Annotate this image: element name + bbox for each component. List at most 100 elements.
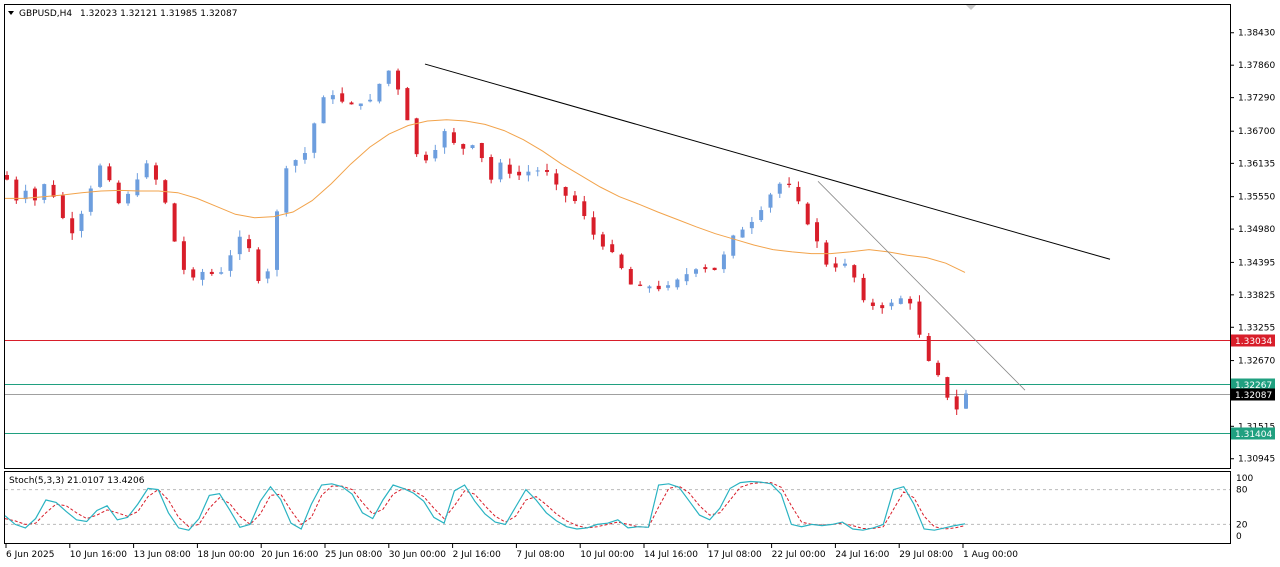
candle-body [898, 298, 903, 304]
candle-body [79, 213, 84, 231]
candle-body [396, 70, 401, 90]
candle-body [247, 239, 252, 249]
candle-body [14, 179, 19, 201]
candle-body [358, 103, 363, 107]
candle-body [265, 271, 270, 279]
candle-body [526, 171, 531, 176]
price-tick-label: 1.35550 [1238, 193, 1275, 203]
candle-body [647, 286, 652, 289]
candle-body [787, 183, 792, 185]
candle-body [330, 95, 335, 100]
time-tick-label: 1 Aug 00:00 [963, 550, 1018, 560]
price-tick-label: 1.33255 [1238, 323, 1275, 333]
stoch-panel-frame [4, 471, 1231, 544]
time-tick-label: 7 Jul 08:00 [516, 550, 565, 560]
level-price-tag [1231, 427, 1275, 440]
candle-body [60, 195, 65, 218]
candle-body [126, 193, 131, 204]
candle-body [181, 241, 186, 270]
candle-body [191, 269, 196, 278]
time-tick-label: 10 Jul 00:00 [580, 550, 634, 560]
candle-body [32, 188, 37, 201]
candle-body [908, 298, 913, 304]
stoch-tick-label: 100 [1236, 474, 1253, 484]
candle-body [842, 263, 847, 266]
main-panel-frame [4, 4, 1231, 469]
stoch-tick-label: 0 [1236, 532, 1242, 542]
candle-body [619, 254, 624, 269]
candle-body [284, 168, 289, 213]
time-tick-label: 13 Jun 08:00 [134, 550, 191, 560]
candle-body [870, 302, 875, 306]
candle-body [582, 201, 587, 217]
candle-body [209, 271, 214, 275]
candle-body [712, 267, 717, 271]
ohlc-values: 1.32023 1.32121 1.31985 1.32087 [80, 9, 237, 19]
candle-body [749, 221, 754, 229]
trendline-major[interactable] [424, 63, 1111, 260]
level-price-label: 1.32087 [1235, 391, 1272, 401]
candle-body [51, 184, 56, 197]
candle-body [852, 265, 857, 278]
candle-body [889, 302, 894, 307]
candle-body [936, 362, 941, 376]
level-price-label: 1.31404 [1235, 430, 1272, 440]
price-tick-label: 1.32670 [1238, 357, 1275, 367]
candle-body [796, 186, 801, 202]
price-tick-label: 1.37290 [1238, 94, 1275, 104]
level-price-tag [1231, 388, 1275, 401]
candle-body [414, 118, 419, 155]
candle-body [237, 236, 242, 255]
level-price-tag [1231, 378, 1275, 391]
candle-body [470, 145, 475, 149]
time-tick-label: 17 Jul 08:00 [708, 550, 762, 560]
candle-body [172, 203, 177, 242]
level-price-label: 1.32267 [1235, 381, 1272, 391]
candle-body [731, 235, 736, 256]
candle-body [721, 254, 726, 270]
candle-body [805, 203, 810, 225]
candle-body [964, 393, 968, 409]
candle-body [228, 255, 233, 271]
level-price-tag [1231, 334, 1275, 347]
candle-body [386, 70, 391, 84]
price-tick-label: 1.34395 [1238, 258, 1275, 268]
moving-average-line [5, 119, 966, 273]
candle-body [945, 377, 950, 398]
candle-body [377, 83, 382, 102]
price-tick-label: 1.38430 [1238, 29, 1275, 39]
candle-body [954, 396, 959, 410]
candle-body [768, 194, 773, 208]
candle-body [423, 154, 428, 161]
candle-body [5, 175, 9, 180]
price-tick-label: 1.36700 [1238, 127, 1275, 137]
price-tick-label: 1.36135 [1238, 159, 1275, 169]
candle-body [479, 143, 484, 159]
time-tick-label: 29 Jul 08:00 [899, 550, 953, 560]
candle-body [880, 305, 885, 309]
candle-body [693, 269, 698, 274]
candle-body [656, 285, 661, 290]
price-tick-label: 1.37860 [1238, 61, 1275, 71]
candle-body [293, 160, 298, 166]
candle-body [98, 165, 103, 187]
scroll-marker-icon[interactable] [966, 5, 976, 10]
stoch-tick-label: 80 [1236, 486, 1248, 496]
candle-body [610, 244, 615, 253]
candle-body [554, 173, 559, 185]
trendline-minor[interactable] [817, 181, 1026, 391]
candle-body [144, 163, 149, 178]
candle-body [517, 171, 522, 176]
candle-body [535, 170, 540, 172]
candle-body [917, 301, 922, 335]
candle-body [88, 188, 93, 212]
candle-body [442, 131, 447, 148]
candle-body [591, 217, 596, 235]
candle-body [340, 93, 345, 102]
candle-body [759, 210, 764, 221]
candle-body [638, 284, 643, 286]
dropdown-arrow-icon[interactable] [8, 11, 14, 15]
time-tick-label: 25 Jun 08:00 [325, 550, 382, 560]
candle-body [116, 182, 121, 204]
